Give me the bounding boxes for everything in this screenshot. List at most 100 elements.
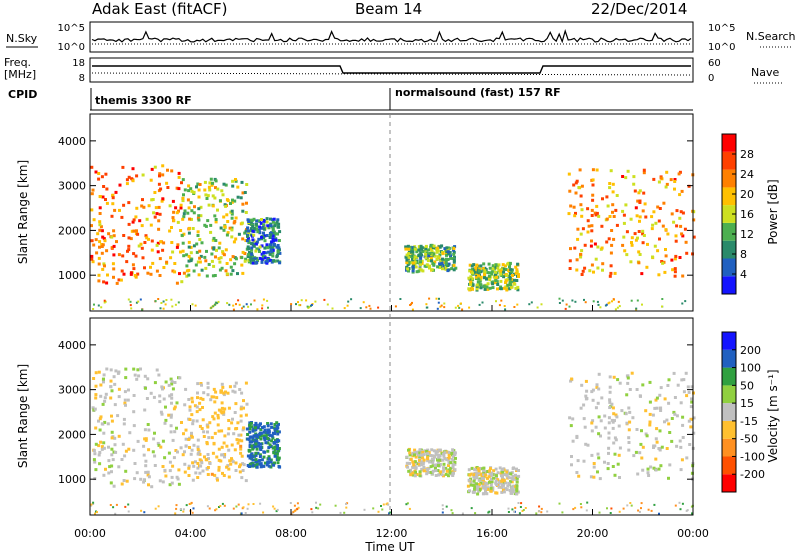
power-cell: [205, 249, 208, 253]
power-cell: [443, 247, 447, 251]
power-ground-cell: [369, 307, 372, 310]
velocity-cell: [133, 477, 137, 481]
power-ground-cell: [232, 308, 235, 311]
velocity-cell: [220, 401, 224, 405]
power-cell: [652, 177, 656, 181]
power-cell: [673, 178, 677, 181]
power-cell: [90, 254, 94, 258]
velocity-cell: [692, 416, 696, 420]
power-cell: [488, 271, 492, 275]
power-cell: [182, 193, 185, 197]
power-cell: [205, 274, 209, 278]
power-cell: [187, 184, 191, 188]
velocity-cell: [599, 419, 603, 423]
power-cell: [436, 255, 440, 259]
power-cell: [574, 211, 577, 215]
power-cell: [452, 260, 456, 264]
power-cell: [189, 245, 193, 249]
velocity-cell: [189, 452, 193, 456]
power-cell: [505, 288, 509, 292]
velocity-cell: [213, 473, 217, 477]
power-cell: [203, 255, 207, 259]
velocity-cell: [223, 453, 227, 456]
velocity-cell: [625, 393, 629, 397]
velocity-ground-cell: [630, 504, 633, 507]
velocity-cell: [651, 413, 655, 417]
power-cell: [197, 207, 201, 211]
velocity-cell: [191, 461, 195, 465]
velocity-cell: [580, 383, 584, 387]
power-cell: [452, 264, 456, 267]
velocity-cell: [109, 379, 113, 383]
power-cell: [142, 205, 146, 209]
velocity-cell: [500, 478, 504, 482]
power-cell: [680, 189, 684, 193]
velocity-cell: [497, 485, 501, 489]
power-ground-cell: [171, 305, 174, 308]
velocity-cell: [227, 419, 231, 422]
power-cell: [607, 237, 611, 241]
power-cell: [417, 269, 421, 273]
velocity-cell: [660, 445, 664, 449]
power-cell: [421, 250, 425, 253]
power-ground-cell: [596, 300, 599, 303]
power-cell: [147, 204, 151, 208]
power-cell: [661, 224, 665, 228]
velocity-ground-cell: [540, 507, 543, 510]
power-cell: [271, 248, 275, 252]
power-cell: [251, 229, 255, 233]
velocity-cell: [216, 416, 220, 420]
velocity-cell: [466, 484, 470, 488]
velocity-cell: [241, 469, 245, 472]
velocity-cell: [238, 463, 242, 467]
velocity-cell: [413, 474, 417, 478]
velocity-cell: [170, 401, 173, 405]
velocity-cell: [177, 468, 181, 472]
power-cell: [673, 257, 677, 261]
x-tick-label: 08:00: [275, 527, 307, 540]
velocity-cell: [101, 402, 105, 406]
power-cell: [240, 221, 244, 225]
velocity-cell: [240, 439, 244, 443]
velocity-cell: [417, 462, 421, 466]
velocity-cell: [495, 474, 498, 478]
power-cell: [593, 211, 597, 215]
power-cell: [438, 245, 442, 249]
velocity-ground-cell: [647, 508, 650, 511]
velocity-cell: [679, 445, 683, 449]
power-ground-cell: [435, 297, 438, 300]
power-cell: [650, 215, 654, 219]
colorbar-segment: [722, 332, 736, 350]
velocity-cell: [237, 433, 241, 437]
velocity-cell: [648, 380, 652, 384]
velocity-cell: [670, 439, 674, 443]
power-ground-cell: [160, 302, 163, 304]
power-cell: [249, 222, 253, 226]
power-ground-cell: [214, 301, 217, 304]
power-cell: [268, 252, 272, 256]
power-ground-cell: [617, 300, 620, 303]
velocity-cell: [124, 367, 128, 371]
power-cell: [211, 238, 215, 242]
power-cell: [92, 218, 96, 222]
power-cell: [199, 205, 203, 209]
power-cell: [645, 265, 649, 269]
velocity-cell: [98, 451, 102, 454]
power-cell: [150, 167, 154, 171]
velocity-cell: [246, 437, 250, 441]
power-cell: [222, 228, 226, 232]
velocity-cell: [511, 467, 515, 471]
velocity-cell: [107, 471, 111, 475]
velocity-cell: [657, 467, 661, 471]
power-cell: [424, 249, 428, 253]
velocity-cell: [205, 423, 209, 427]
velocity-cell: [688, 443, 692, 446]
power-cell: [622, 213, 626, 217]
velocity-cell: [117, 434, 121, 438]
velocity-cell: [638, 451, 642, 455]
power-cell: [218, 260, 222, 264]
power-cell: [257, 247, 261, 251]
velocity-cell: [444, 472, 448, 476]
power-cell: [486, 282, 490, 286]
power-cell: [223, 203, 227, 207]
